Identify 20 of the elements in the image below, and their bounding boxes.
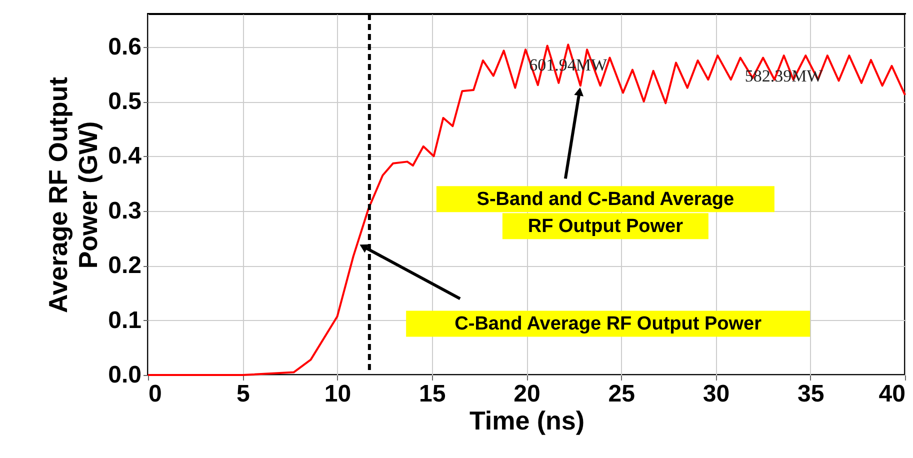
y-tick-label: 0.0 [108,362,142,388]
y-tick-label: 0.3 [108,197,142,224]
y-axis-title: Average RF Output Power (GW) [43,76,104,313]
x-axis-title: Time (ns) [469,406,585,436]
x-tick-label: 15 [419,380,446,408]
x-tick-label: 20 [514,380,540,408]
y-tick-label: 0.5 [108,88,142,116]
x-tick-label: 0 [148,380,162,408]
x-tick-label: 40 [878,380,906,408]
x-tick-label: 25 [608,380,635,408]
y-tick-label: 0.1 [108,306,142,334]
x-tick-label: 30 [702,380,730,408]
annotation: C-Band Average RF Output Power [454,314,762,335]
x-tick-label: 5 [236,380,250,408]
x-tick-label: 35 [798,380,824,408]
y-tick-label: 0.6 [108,33,142,60]
y-tick-label: 0.2 [108,252,142,280]
x-tick-label: 10 [324,380,352,408]
annotation: S-Band and C-Band Average RF Output Power [476,189,734,238]
y-tick-label: 0.4 [108,142,142,170]
